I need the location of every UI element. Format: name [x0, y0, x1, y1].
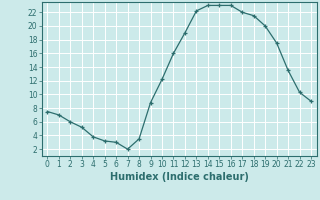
X-axis label: Humidex (Indice chaleur): Humidex (Indice chaleur) [110, 172, 249, 182]
